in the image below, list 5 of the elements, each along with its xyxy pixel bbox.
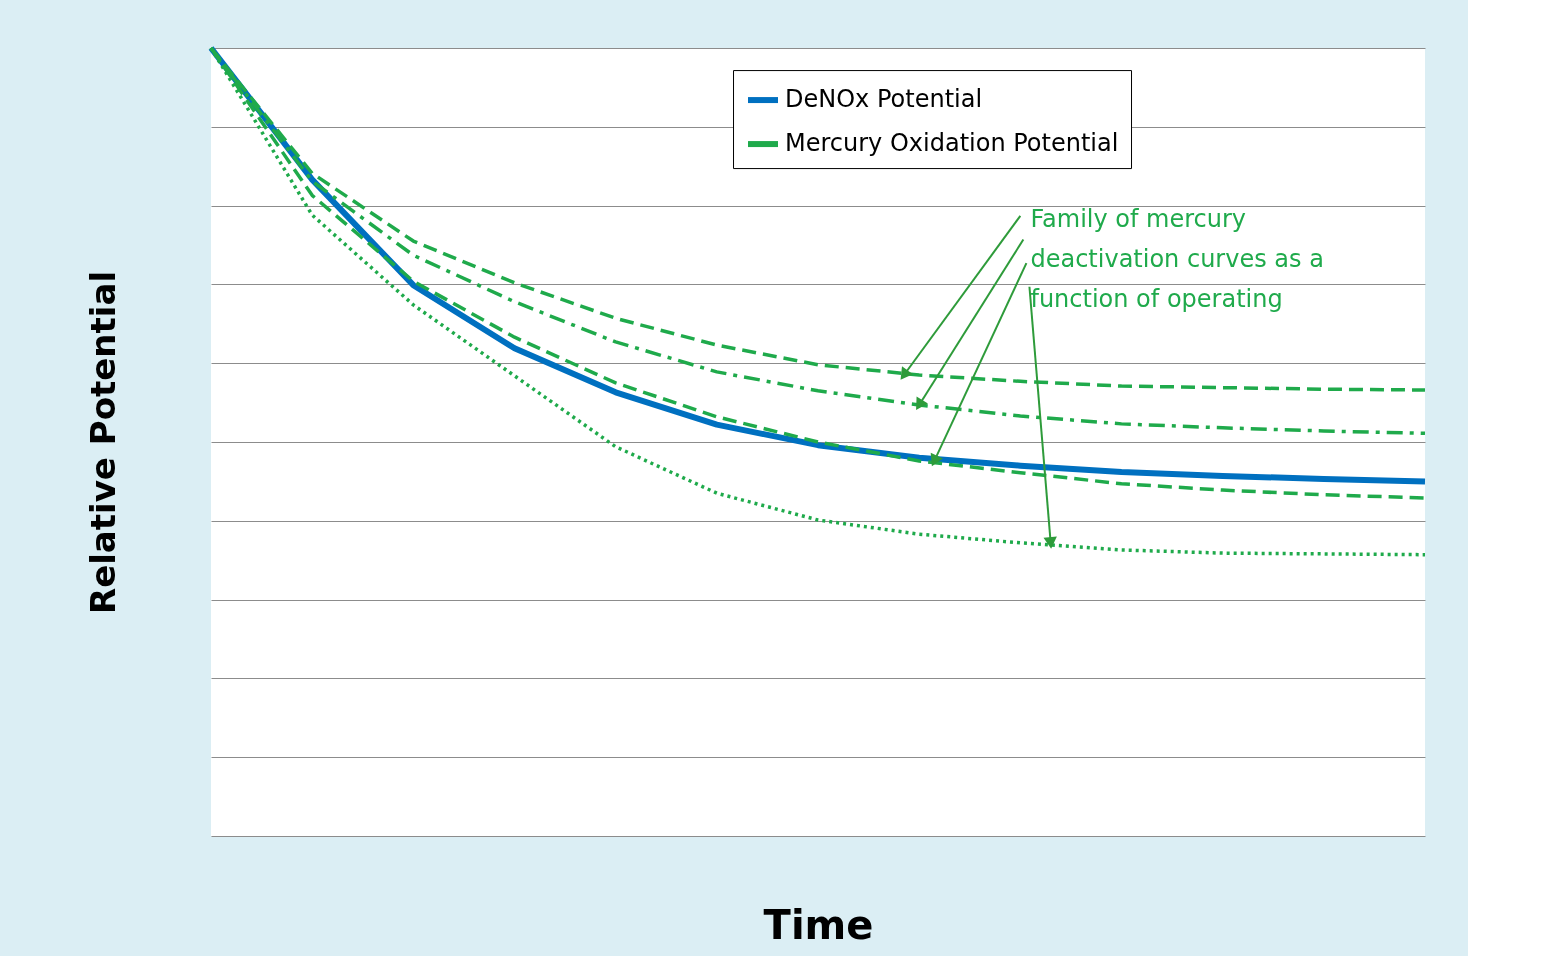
y-axis-title: Relative Potential (82, 270, 123, 615)
legend-label: Mercury Oxidation Potential (785, 129, 1119, 158)
x-axis-title: Time (763, 901, 874, 948)
legend-label: DeNOx Potential (785, 85, 983, 114)
annotation: Family of mercury deactivation curves as a function of operating (1030, 204, 1324, 313)
